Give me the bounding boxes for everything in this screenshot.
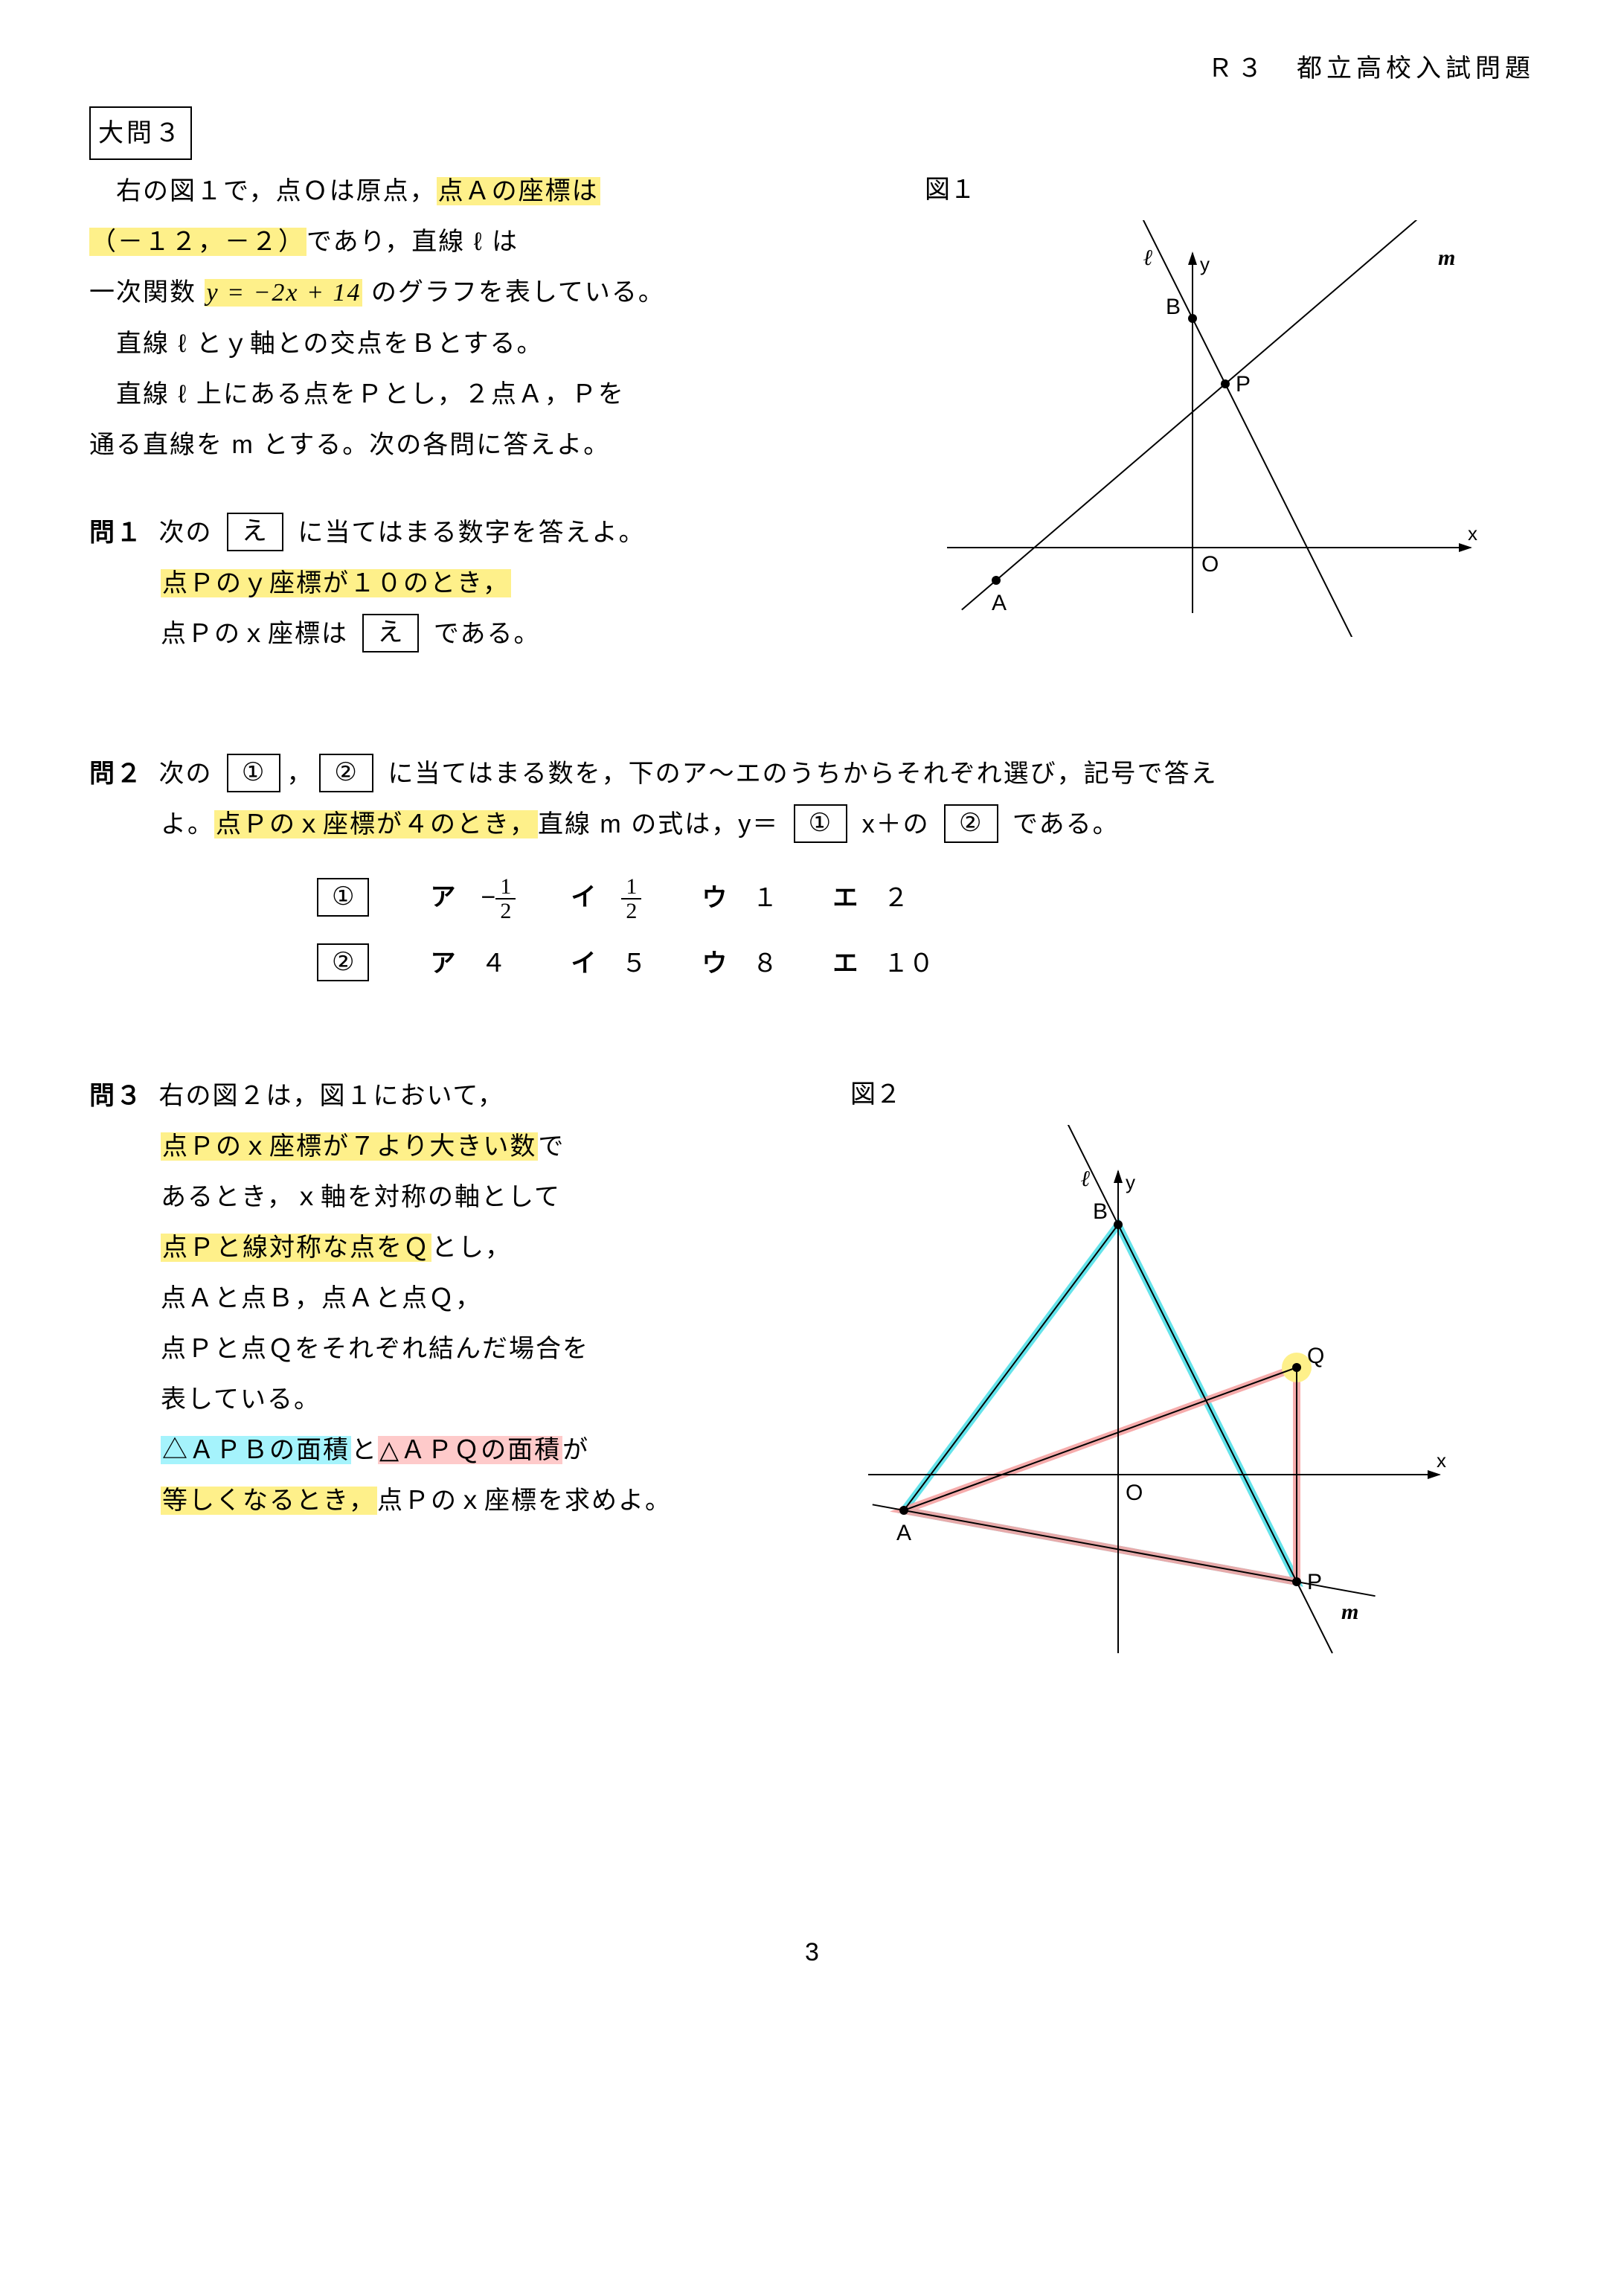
svg-text:B: B — [1093, 1199, 1108, 1224]
svg-text:P: P — [1236, 372, 1251, 397]
intro-text: 右の図１で，点Ｏは原点，点Ａの座標は （－１２，－２）であり，直線 ℓ は 一次… — [89, 166, 895, 659]
svg-text:O: O — [1201, 552, 1219, 577]
fig1-col: 図１ ℓ y x m B P O A — [925, 166, 1535, 637]
q3-t1: 右の図２は，図１において， — [158, 1082, 504, 1110]
svg-text:Q: Q — [1307, 1344, 1324, 1368]
q2-r2-uv: ８ — [752, 949, 777, 978]
q3-t5: 点Ａと点Ｂ，点Ａと点Ｑ， — [89, 1273, 821, 1324]
svg-text:B: B — [1166, 295, 1181, 319]
table-row: ① ア −12 イ 12 ウ １ エ ２ — [284, 866, 960, 931]
q2-t1b: に当てはまる数を，下のア〜エのうちからそれぞれ選び，記号で答え — [379, 760, 1218, 788]
q3-t8-pk: △ＡＰＱの面積 — [378, 1436, 562, 1464]
q2-box-1b: ① — [794, 804, 847, 843]
svg-text:ℓ: ℓ — [1143, 246, 1153, 270]
q2-t1a: 次の — [158, 760, 220, 788]
q2-r2-i: イ — [571, 949, 596, 978]
q2-r2-u: ウ — [702, 949, 727, 978]
intro-l3-hl: y = −2x + 14 — [205, 279, 362, 307]
svg-text:y: y — [1200, 253, 1210, 275]
q2-r1-a: ア — [430, 883, 455, 911]
intro-row: 右の図１で，点Ｏは原点，点Ａの座標は （－１２，－２）であり，直線 ℓ は 一次… — [89, 166, 1535, 659]
svg-text:A: A — [896, 1521, 911, 1545]
section-title-box: 大問３ — [89, 106, 192, 161]
q2-r1-ev: ２ — [883, 884, 908, 912]
page-header: Ｒ３ 都立高校入試問題 — [89, 45, 1535, 93]
table-row: ② ア ４ イ ５ ウ ８ エ １０ — [284, 932, 960, 995]
q3-t9b: 点Ｐのｘ座標を求めよ。 — [377, 1487, 672, 1515]
q1-t1a: 次の — [158, 519, 220, 547]
q2-r2-ev: １０ — [883, 949, 934, 978]
figure-1: ℓ y x m B P O A — [925, 220, 1535, 637]
q1-t3a: 点Ｐのｘ座標は — [161, 620, 356, 648]
q2-t1m: ， — [286, 760, 313, 788]
q2-box-2a: ② — [319, 754, 373, 792]
page-number: 3 — [89, 1928, 1535, 1977]
intro-l5: 直線 ℓ 上にある点をＰとし，２点Ａ，Ｐを — [89, 369, 895, 420]
q1-t1b: に当てはまる数字を答えよ。 — [289, 519, 646, 547]
q3-row: 問３ 右の図２は，図１において， 点Ｐのｘ座標が７より大きい数で あるとき，ｘ軸… — [89, 1071, 1535, 1735]
q1-box-e1: え — [227, 513, 283, 551]
intro-l1-hl: 点Ａの座標は — [437, 177, 600, 205]
svg-text:x: x — [1468, 522, 1477, 545]
svg-text:m: m — [1341, 1600, 1358, 1624]
q1-box-e2: え — [362, 614, 419, 652]
q2-r1-u: ウ — [702, 884, 727, 912]
intro-l1: 右の図１で，点Ｏは原点， — [89, 177, 437, 205]
intro-l2b: であり，直線 ℓ は — [306, 228, 519, 256]
q3-t4-hl: 点Ｐと線対称な点をＱ — [161, 1234, 431, 1262]
q2-box-2b: ② — [944, 804, 998, 843]
q3-t2-hl: 点Ｐのｘ座標が７より大きい数 — [161, 1132, 538, 1161]
fig2-col: 図２ ℓ y x B Q O A Pm — [850, 1071, 1535, 1735]
q2-r1-e: エ — [832, 884, 858, 912]
q2-row2-label: ② — [317, 943, 369, 982]
q2-choice-table: ① ア −12 イ 12 ウ １ エ ２ ② ア ４ イ ５ ウ ８ エ １０ — [283, 865, 962, 996]
q2-r2-av: ４ — [481, 949, 506, 978]
q1-t3b: である。 — [425, 620, 540, 648]
q2-label: 問２ — [89, 760, 143, 788]
q3-text: 問３ 右の図２は，図１において， 点Ｐのｘ座標が７より大きい数で あるとき，ｘ軸… — [89, 1071, 821, 1526]
q2-r2-iv: ５ — [621, 949, 646, 978]
q3-t8b: が — [562, 1436, 589, 1464]
svg-text:ℓ: ℓ — [1081, 1167, 1091, 1191]
q3-t7: 表している。 — [89, 1374, 821, 1425]
q3-t3: あるとき，ｘ軸を対称の軸として — [89, 1172, 821, 1222]
figure-2: ℓ y x B Q O A Pm — [850, 1125, 1535, 1735]
q2-t2d: である。 — [1004, 810, 1120, 838]
intro-l3a: 一次関数 — [89, 278, 205, 307]
q2-block: 問２ 次の ①，② に当てはまる数を，下のア〜エのうちからそれぞれ選び，記号で答… — [89, 748, 1535, 996]
intro-l6: 通る直線を m とする。次の各問に答えよ。 — [89, 420, 895, 470]
q3-t8-cy: △ＡＰＢの面積 — [161, 1436, 351, 1464]
svg-text:A: A — [992, 591, 1007, 615]
q2-r2-a: ア — [430, 949, 455, 978]
q1-t2-hl: 点Ｐのｙ座標が１０のとき， — [161, 569, 511, 597]
fig2-label: 図２ — [850, 1071, 1535, 1119]
q3-label: 問３ — [89, 1082, 143, 1110]
intro-l4: 直線 ℓ とｙ軸との交点をＢとする。 — [89, 318, 895, 369]
intro-l3b: のグラフを表している。 — [362, 278, 664, 307]
q2-r2-e: エ — [832, 949, 858, 978]
svg-text:m: m — [1438, 246, 1455, 270]
svg-text:x: x — [1437, 1449, 1446, 1472]
q2-r1-uv: １ — [752, 884, 777, 912]
q3-t4b: とし， — [431, 1234, 512, 1262]
svg-text:O: O — [1126, 1481, 1143, 1505]
q3-t6: 点Ｐと点Ｑをそれぞれ結んだ場合を — [89, 1324, 821, 1374]
q3-t8m: と — [351, 1436, 378, 1464]
intro-l2-hl: （－１２，－２） — [89, 228, 306, 256]
q2-t2c: x＋の — [853, 810, 938, 838]
q2-r1-i: イ — [571, 883, 596, 911]
q2-box-1a: ① — [227, 754, 280, 792]
q1-label: 問１ — [89, 519, 143, 547]
q3-t2b: で — [538, 1132, 565, 1161]
q2-t2a: よ。 — [161, 810, 214, 838]
q2-t2b: 直線 m の式は，y＝ — [538, 810, 788, 838]
svg-text:y: y — [1126, 1171, 1135, 1193]
q1-block: 問１ 次の え に当てはまる数字を答えよ。 点Ｐのｙ座標が１０のとき， 点Ｐのｘ… — [89, 507, 895, 659]
q2-row1-label: ① — [317, 878, 369, 917]
fig1-label: 図１ — [925, 166, 1535, 214]
q3-t9-hl: 等しくなるとき， — [161, 1487, 377, 1515]
svg-text:P: P — [1307, 1570, 1322, 1594]
q2-t2-hl: 点Ｐのｘ座標が４のとき， — [214, 810, 538, 838]
